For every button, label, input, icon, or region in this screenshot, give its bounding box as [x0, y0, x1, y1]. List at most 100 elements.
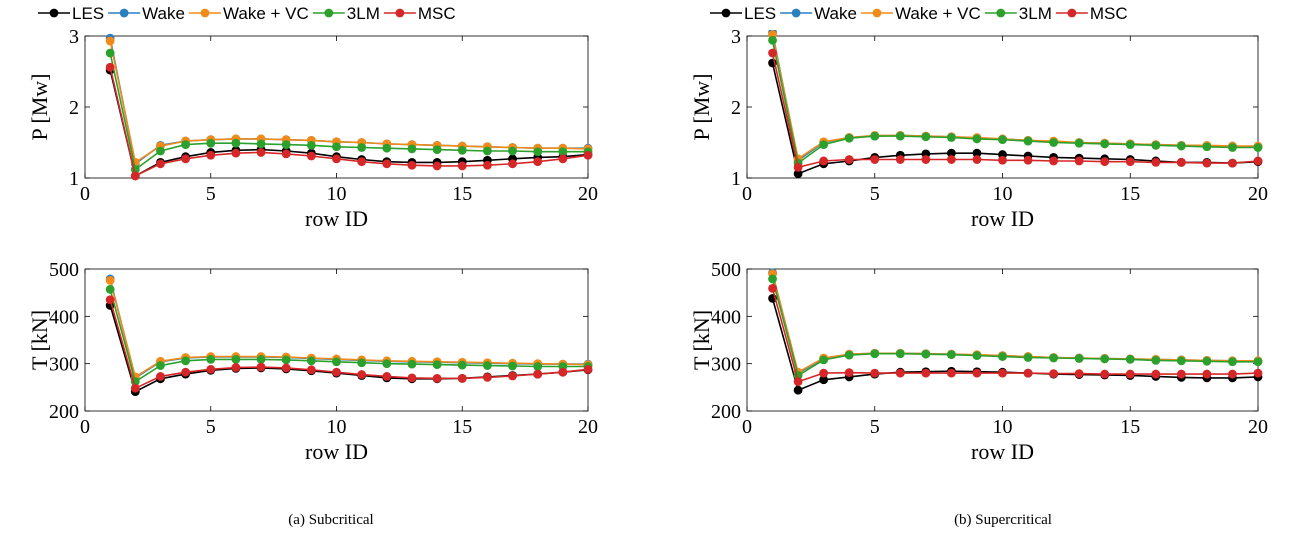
legend-swatch-marker-msc — [1067, 8, 1077, 18]
data-point-msc — [558, 154, 568, 164]
data-point-3lm — [895, 131, 905, 141]
data-point-3lm — [432, 145, 442, 155]
y-axis-label: T [kN] — [27, 310, 52, 370]
data-point-msc — [231, 363, 241, 372]
legend-swatch-marker-wake-vc — [872, 8, 882, 18]
y-tick-label: 2 — [69, 97, 79, 119]
legend-label-msc: MSC — [1090, 4, 1128, 23]
legend-label-3lm: 3LM — [347, 4, 380, 23]
plot-area — [84, 268, 589, 412]
legend-swatch-marker-wake-vc — [200, 8, 210, 18]
data-point-msc — [1151, 369, 1161, 379]
data-point-msc — [972, 155, 982, 164]
data-point-msc — [105, 295, 115, 305]
data-point-3lm — [947, 133, 956, 142]
y-axis-label: T [kN] — [689, 310, 714, 370]
caption-subcritical: (a) Subcritical — [288, 512, 374, 528]
y-tick-label: 200 — [49, 401, 79, 423]
data-point-msc — [895, 368, 905, 378]
data-point-msc — [306, 365, 316, 375]
data-point-msc — [583, 150, 593, 160]
legend: LES Wake Wake + VC 3LM MSC — [710, 4, 1128, 23]
data-point-msc — [306, 151, 316, 161]
y-axis-label: P [Mw] — [689, 73, 714, 140]
legend-swatch-marker-les — [49, 8, 59, 18]
data-point-3lm — [206, 355, 216, 364]
legend-label-les: LES — [72, 4, 104, 23]
data-point-3lm — [332, 357, 341, 367]
data-point-msc — [1023, 155, 1033, 165]
data-point-3lm — [844, 133, 854, 143]
data-point-3lm — [231, 355, 241, 364]
data-point-msc — [457, 161, 467, 171]
data-point-msc — [357, 157, 367, 167]
x-tick-label: 20 — [1248, 183, 1268, 205]
data-point-3lm — [332, 142, 341, 152]
data-point-msc — [768, 48, 777, 58]
legend-swatch-marker-wake — [119, 8, 129, 18]
data-point-msc — [1049, 156, 1058, 166]
data-point-3lm — [819, 140, 829, 150]
series-line-msc — [771, 288, 1259, 383]
legend-label-3lm: 3LM — [1019, 4, 1052, 23]
x-tick-label: 20 — [578, 183, 598, 205]
data-point-3lm — [819, 355, 829, 365]
legend-label-wake: Wake — [142, 4, 185, 23]
data-point-3lm — [105, 284, 115, 294]
legend-swatch-marker-les — [721, 8, 731, 18]
data-point-msc — [819, 156, 829, 166]
data-point-3lm — [870, 349, 880, 359]
data-point-msc — [156, 372, 165, 381]
y-axis-label: P [Mw] — [27, 73, 52, 140]
x-tick-label: 5 — [206, 183, 216, 205]
series-group — [768, 268, 1263, 395]
data-point-msc — [583, 364, 593, 374]
data-point-3lm — [1074, 138, 1084, 148]
data-point-msc — [508, 371, 517, 381]
data-point-3lm — [1100, 354, 1110, 364]
data-point-msc — [332, 367, 341, 377]
data-point-msc — [1074, 369, 1084, 379]
data-point-3lm — [306, 140, 316, 150]
data-point-3lm — [281, 140, 291, 150]
data-point-msc — [382, 372, 392, 381]
y-tick-label: 3 — [731, 26, 741, 48]
x-tick-label: 15 — [452, 183, 472, 205]
data-point-3lm — [281, 355, 291, 365]
data-point-msc — [1125, 157, 1135, 167]
data-point-msc — [130, 383, 140, 393]
data-point-msc — [870, 155, 880, 164]
data-point-3lm — [921, 349, 931, 359]
data-point-msc — [844, 368, 854, 378]
y-tick-label: 3 — [69, 26, 79, 48]
data-point-3lm — [844, 350, 854, 360]
x-axis-label: row ID — [971, 206, 1034, 231]
data-point-msc — [1151, 157, 1161, 167]
legend-swatch-marker-3lm — [996, 8, 1006, 18]
x-tick-label: 10 — [993, 183, 1013, 205]
data-point-3lm — [768, 35, 777, 45]
x-tick-label: 15 — [1120, 416, 1140, 438]
x-axis-label: row ID — [305, 206, 368, 231]
y-tick-label: 1 — [69, 168, 79, 190]
data-point-msc — [483, 160, 492, 170]
data-point-msc — [1049, 369, 1058, 379]
data-point-msc — [206, 364, 216, 374]
data-point-msc — [256, 362, 266, 372]
data-point-msc — [256, 148, 266, 157]
x-tick-label: 10 — [993, 416, 1013, 438]
data-point-3lm — [483, 146, 492, 156]
data-point-msc — [432, 161, 442, 171]
chart-panel-supercritical-thrust: 0 5 10 15 20 200 300 400 500 row ID T [kN] — [689, 259, 1268, 464]
data-point-3lm — [1023, 136, 1033, 146]
data-point-msc — [332, 154, 341, 164]
data-point-3lm — [1125, 140, 1135, 150]
data-point-msc — [1202, 158, 1212, 168]
caption-supercritical: (b) Supercritical — [954, 512, 1052, 528]
series-line-les — [771, 62, 1259, 175]
y-tick-label: 200 — [711, 401, 741, 423]
x-axis-label: row ID — [971, 439, 1034, 464]
data-point-3lm — [533, 362, 543, 371]
data-point-les — [793, 385, 803, 395]
data-point-3lm — [483, 361, 492, 370]
